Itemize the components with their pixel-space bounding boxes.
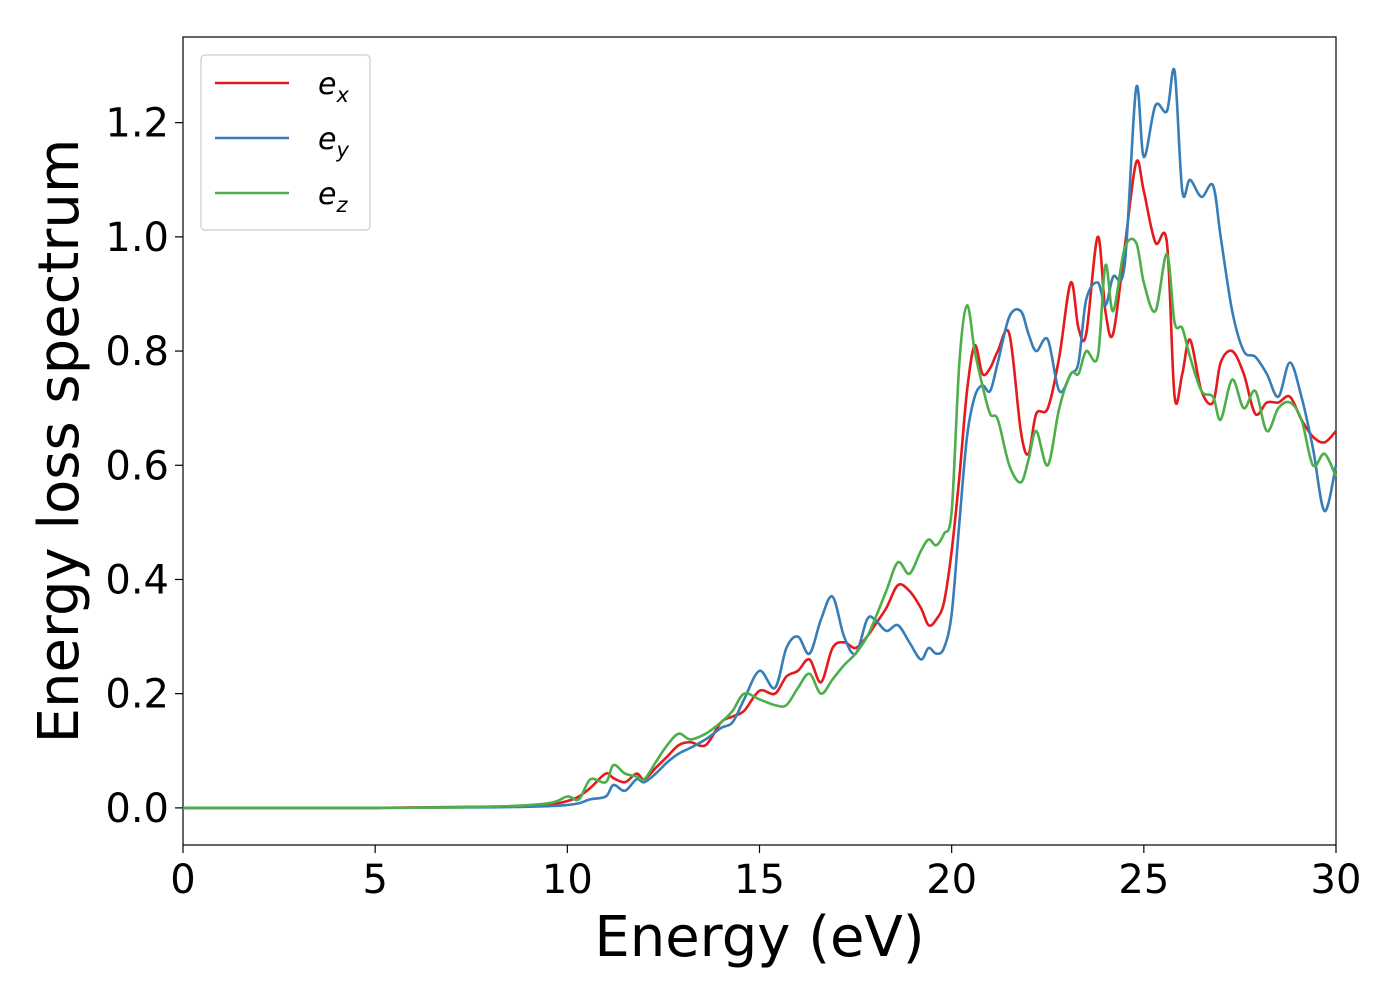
x-tick-label: 10 [542,857,593,903]
plot-area [182,36,1338,846]
x-tick-label: 20 [926,857,977,903]
legend-label-base: e [318,122,336,157]
y-tick-label: 1.2 [105,101,169,147]
y-axis: 0.0 0.2 0.4 0.6 0.8 1.0 1.2 [105,101,183,832]
y-tick-label: 0.8 [105,329,169,375]
x-tick-label: 0 [170,857,195,903]
x-tick-label: 15 [734,857,785,903]
x-axis: 0 5 10 15 20 25 30 [170,845,1361,903]
y-tick-label: 0.4 [105,557,169,603]
legend-box [200,54,371,231]
legend-label-subscript: x [335,83,349,107]
x-axis-title: Energy (eV) [594,905,924,970]
plot-frame [182,36,1337,846]
legend-label-base: e [318,177,336,212]
x-tick-label: 25 [1118,857,1169,903]
legend-label-subscript: z [335,193,348,217]
legend-label-ex: ex [318,67,349,107]
series-layer [182,67,1338,810]
x-tick-label: 5 [362,857,387,903]
x-tick-label: 30 [1311,857,1362,903]
y-tick-label: 1.0 [105,215,169,261]
legend-label-ey: ey [318,122,349,162]
y-tick-label: 0.2 [105,672,169,718]
y-tick-label: 0.6 [105,443,169,489]
legend-label-subscript: y [335,138,349,162]
y-axis-title: Energy loss spectrum [27,139,92,744]
series-line-ez [182,237,1338,810]
series-line-ey [182,67,1338,810]
y-tick-label: 0.0 [105,786,169,832]
legend-label-base: e [318,67,336,102]
legend-label-ez: ez [318,177,348,217]
